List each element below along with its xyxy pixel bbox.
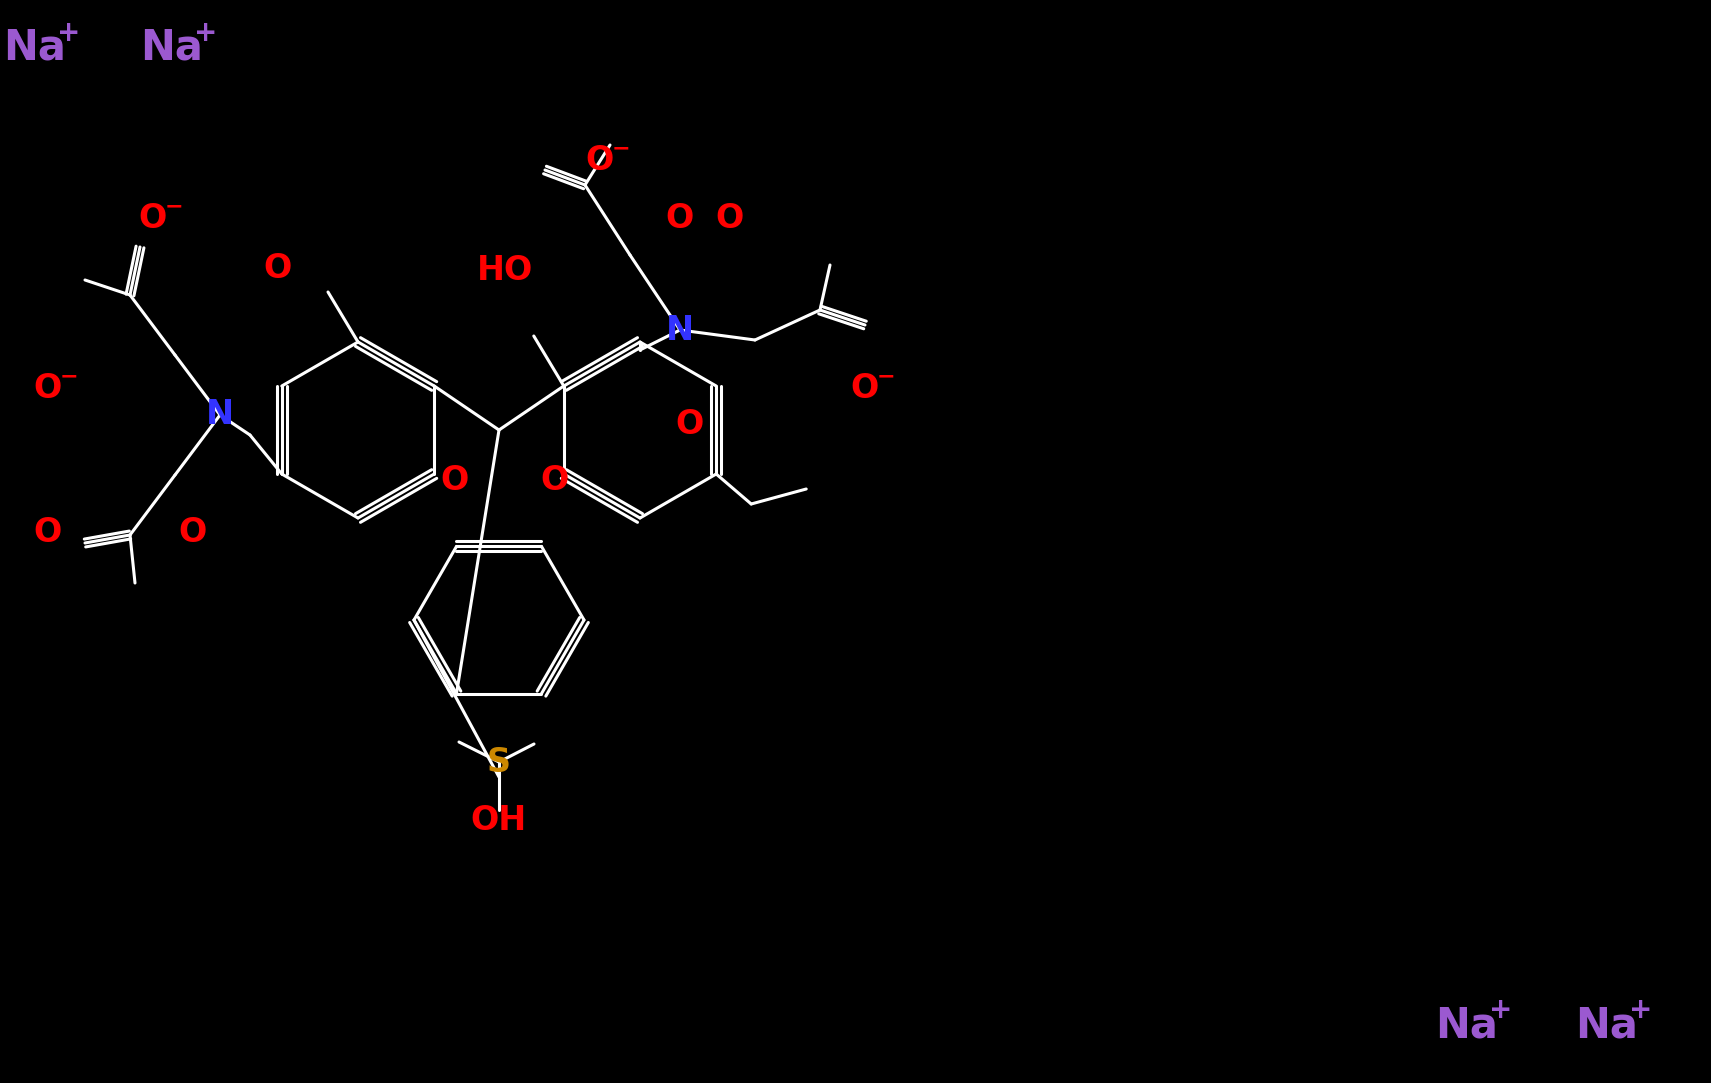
Text: −: − xyxy=(876,366,895,386)
Text: O: O xyxy=(263,251,293,285)
Text: N: N xyxy=(666,313,695,347)
Text: O: O xyxy=(441,464,469,496)
Text: O: O xyxy=(666,201,695,235)
Text: O: O xyxy=(180,517,207,549)
Text: O: O xyxy=(139,201,168,235)
Text: +: + xyxy=(1489,996,1513,1025)
Text: +: + xyxy=(193,19,217,47)
Text: N: N xyxy=(205,399,234,431)
Text: O: O xyxy=(541,464,570,496)
Text: +: + xyxy=(1629,996,1653,1025)
Text: +: + xyxy=(56,19,80,47)
Text: Na: Na xyxy=(1576,1004,1639,1046)
Text: O: O xyxy=(676,408,705,442)
Text: −: − xyxy=(164,196,183,216)
Text: S: S xyxy=(488,745,512,779)
Text: O: O xyxy=(34,371,62,404)
Text: −: − xyxy=(611,138,630,158)
Text: O: O xyxy=(34,517,62,549)
Text: O: O xyxy=(715,201,744,235)
Text: OH: OH xyxy=(471,804,527,836)
Text: Na: Na xyxy=(1436,1004,1499,1046)
Text: Na: Na xyxy=(140,27,204,69)
Text: O: O xyxy=(850,371,879,404)
Text: HO: HO xyxy=(477,253,534,287)
Text: −: − xyxy=(60,366,77,386)
Text: Na: Na xyxy=(3,27,67,69)
Text: O: O xyxy=(585,144,614,177)
